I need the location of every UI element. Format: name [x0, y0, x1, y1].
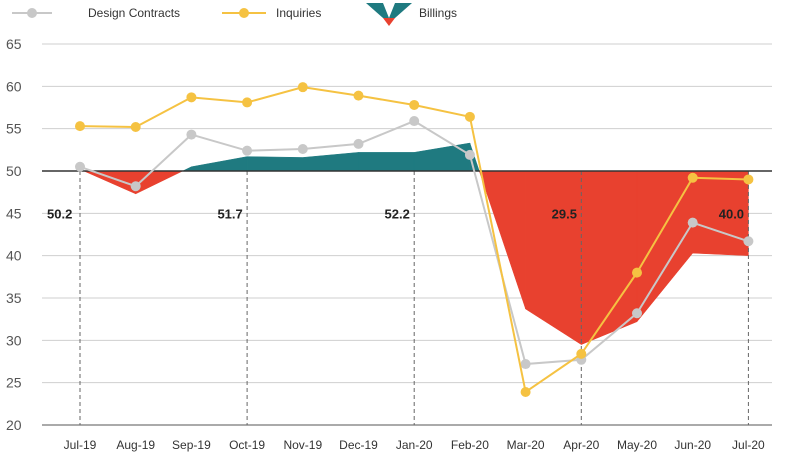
billings-area-segment — [191, 156, 248, 172]
value-annotation: 52.2 — [385, 207, 410, 222]
y-tick-label: 50 — [6, 163, 22, 179]
y-tick-label: 55 — [6, 121, 22, 137]
design-contracts-point — [743, 236, 754, 247]
billings-area-segment — [358, 152, 415, 172]
value-annotation: 29.5 — [552, 207, 577, 222]
y-tick-label: 25 — [6, 375, 22, 391]
legend-item-design-contracts: Design Contracts — [12, 6, 180, 20]
series-lines — [75, 82, 754, 397]
y-tick-label: 45 — [6, 205, 22, 221]
dashed-markers — [79, 171, 749, 425]
y-tick-label: 40 — [6, 248, 22, 264]
value-annotation: 51.7 — [217, 207, 242, 222]
billings-area-segment — [135, 170, 183, 195]
y-tick-label: 60 — [6, 78, 22, 94]
x-tick-label: Jul-20 — [732, 438, 765, 452]
x-tick-label: Jun-20 — [674, 438, 711, 452]
billings-legend-icon — [366, 3, 389, 18]
inquiries-point — [75, 121, 85, 132]
x-tick-label: Jan-20 — [396, 438, 433, 452]
value-annotation: 50.2 — [47, 207, 72, 222]
billings-area-segment — [413, 142, 471, 172]
design-contracts-point — [632, 308, 642, 319]
y-axis: 65 60 55 50 45 40 35 30 25 20 — [6, 36, 22, 433]
inquiries-point — [743, 174, 754, 185]
billings-area-segment — [83, 170, 136, 195]
inquiries-point — [464, 111, 475, 122]
x-tick-label: Feb-20 — [451, 438, 489, 452]
inquiries-point — [520, 386, 531, 397]
legend-label-billings: Billings — [419, 6, 457, 20]
x-tick-label: Nov-19 — [283, 438, 322, 452]
design-contracts-point — [464, 149, 475, 160]
x-tick-label: May-20 — [617, 438, 657, 452]
y-tick-label: 20 — [6, 417, 22, 433]
y-tick-label: 30 — [6, 332, 22, 348]
design-contracts-point — [242, 145, 253, 156]
design-contracts-point — [297, 143, 308, 154]
value-annotations: 50.2 51.7 52.2 29.5 40.0 — [47, 207, 744, 222]
chart-grid — [42, 43, 772, 426]
inquiries-point — [353, 90, 364, 101]
legend-item-inquiries: Inquiries — [222, 6, 321, 20]
x-tick-label: Jul-19 — [64, 438, 97, 452]
x-tick-label: Dec-19 — [339, 438, 378, 452]
y-tick-label: 65 — [6, 36, 22, 52]
x-axis: Jul-19 Aug-19 Sep-19 Oct-19 Nov-19 Dec-19 Jan-… — [64, 438, 765, 452]
inquiries-point — [409, 99, 420, 110]
x-tick-label: Apr-20 — [563, 438, 599, 452]
legend-label-design-contracts: Design Contracts — [88, 6, 180, 20]
inquiries-point — [186, 92, 197, 103]
inquiries-point — [632, 267, 642, 278]
x-tick-label: Mar-20 — [507, 438, 545, 452]
value-annotation: 40.0 — [719, 207, 744, 222]
billings-area — [79, 142, 749, 346]
inquiries-point — [687, 172, 698, 183]
x-tick-label: Aug-19 — [116, 438, 155, 452]
inquiries-point — [576, 348, 587, 359]
legend-label-inquiries: Inquiries — [276, 6, 321, 20]
y-tick-label: 35 — [6, 290, 22, 306]
design-contracts-point — [353, 138, 364, 149]
x-tick-label: Oct-19 — [229, 438, 265, 452]
inquiries-point — [297, 82, 308, 93]
chart-legend: Design Contracts Inquiries Billings — [12, 3, 457, 26]
design-contracts-point — [130, 181, 141, 192]
inquiries-point — [242, 97, 253, 108]
design-contracts-point — [409, 116, 420, 127]
design-contracts-point — [186, 129, 197, 140]
design-contracts-point — [75, 161, 85, 172]
billings-area-segment — [246, 156, 304, 172]
inquiries-point — [130, 121, 141, 132]
legend-item-billings: Billings — [366, 3, 457, 26]
billings-area-segment — [525, 170, 582, 346]
x-tick-label: Sep-19 — [172, 438, 211, 452]
design-contracts-point — [687, 217, 698, 228]
billings-area-segment — [478, 170, 526, 310]
design-contracts-point — [520, 359, 531, 370]
billings-area-segment — [302, 152, 359, 172]
billings-area-segment — [581, 170, 638, 345]
